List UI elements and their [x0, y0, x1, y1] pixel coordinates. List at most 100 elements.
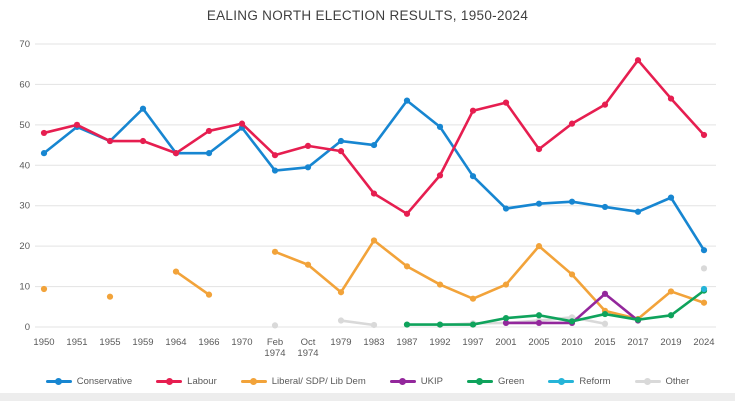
- series-reform: [700, 285, 708, 293]
- data-point-labour-2019: [667, 95, 675, 102]
- data-point-ukip-2005: [535, 319, 543, 327]
- legend-label: Green: [497, 375, 525, 387]
- data-point-labour-1951: [73, 121, 81, 128]
- legend-item-labour: Labour: [156, 376, 217, 387]
- data-point-conservative-1959: [139, 105, 147, 112]
- series-line-liberal-sdp-lib-dem: [273, 239, 706, 321]
- data-point-other-feb-1974: [271, 322, 279, 329]
- legend-marker-icon: [45, 377, 72, 386]
- x-tick-label-2017: 2017: [627, 337, 648, 348]
- data-point-labour-1992: [436, 172, 444, 179]
- legend-marker-icon: [156, 377, 183, 386]
- x-tick-label-2019: 2019: [660, 337, 681, 348]
- data-point-other-1979: [337, 317, 345, 324]
- x-tick-label-1987: 1987: [396, 337, 417, 348]
- data-point-labour-2010: [568, 120, 576, 127]
- data-point-labour-1983: [370, 190, 378, 197]
- data-point-liberal-sdp-lib-dem-1997: [469, 295, 477, 302]
- data-point-labour-1959: [139, 137, 147, 145]
- x-tick-label-1983: 1983: [363, 337, 384, 348]
- data-point-green-2015: [601, 310, 609, 318]
- data-point-liberal-sdp-lib-dem-feb-1974: [271, 248, 279, 255]
- data-point-conservative-1966: [205, 150, 213, 157]
- legend-label: Other: [665, 375, 690, 387]
- legend-item-green: Green: [466, 375, 525, 387]
- data-point-conservative-1979: [337, 137, 345, 145]
- data-point-green-2010: [568, 318, 576, 325]
- x-tick-label-1950: 1950: [33, 337, 54, 348]
- legend-item-other: Other: [634, 375, 690, 387]
- legend-label: UKIP: [420, 375, 443, 387]
- data-point-labour-1955: [106, 137, 114, 145]
- legend-label: Labour: [187, 375, 217, 387]
- x-tick-label-1970: 1970: [231, 337, 252, 348]
- data-point-labour-1997: [469, 107, 477, 114]
- data-point-conservative-oct-1974: [304, 164, 312, 171]
- y-tick-label-50: 50: [19, 120, 30, 131]
- y-tick-label-40: 40: [19, 160, 30, 171]
- x-tick-label-1959: 1959: [132, 337, 153, 348]
- legend-item-conservative: Conservative: [45, 376, 132, 387]
- legend-item-reform: Reform: [548, 375, 611, 387]
- data-point-liberal-sdp-lib-dem-1992: [436, 281, 444, 288]
- data-point-liberal-sdp-lib-dem-1979: [337, 289, 345, 296]
- x-tick-label-oct-1974: Oct 1974: [297, 337, 318, 359]
- data-point-liberal-sdp-lib-dem-1955: [106, 293, 114, 300]
- y-tick-label-20: 20: [19, 241, 30, 252]
- data-point-labour-feb-1974: [271, 152, 279, 159]
- legend-marker-icon: [634, 377, 661, 386]
- data-point-ukip-2001: [502, 319, 510, 327]
- x-tick-label-2024: 2024: [693, 337, 714, 348]
- chart-title: EALING NORTH ELECTION RESULTS, 1950-2024: [206, 8, 529, 23]
- series-line-conservative: [42, 99, 706, 252]
- data-point-conservative-1987: [403, 97, 411, 104]
- series-liberal-sdp-lib-dem: [40, 237, 708, 323]
- data-point-labour-1987: [403, 210, 411, 217]
- y-tick-label-0: 0: [25, 322, 30, 333]
- y-tick-label-30: 30: [19, 201, 30, 212]
- series-line-liberal-sdp-lib-dem: [174, 270, 211, 296]
- data-point-labour-oct-1974: [304, 142, 312, 149]
- x-tick-label-feb-1974: Feb 1974: [264, 337, 285, 359]
- x-tick-label-1997: 1997: [462, 337, 483, 348]
- data-point-labour-1964: [172, 150, 180, 157]
- data-point-labour-2015: [601, 101, 609, 108]
- data-point-labour-2001: [502, 99, 510, 106]
- data-point-conservative-1950: [40, 150, 48, 157]
- data-point-labour-1966: [205, 127, 213, 135]
- legend-label: Reform: [579, 375, 611, 387]
- x-tick-label-2015: 2015: [594, 337, 615, 348]
- data-point-conservative-feb-1974: [271, 167, 279, 174]
- legend-label: Liberal/ SDP/ Lib Dem: [271, 375, 366, 387]
- data-point-other-2015: [601, 320, 609, 327]
- data-point-reform-2024: [700, 285, 708, 293]
- data-point-labour-1979: [337, 148, 345, 155]
- data-point-labour-1970: [238, 120, 246, 127]
- y-tick-label-70: 70: [19, 39, 30, 50]
- data-point-conservative-2015: [601, 203, 609, 211]
- data-point-green-1997: [469, 321, 477, 328]
- data-point-conservative-2005: [535, 200, 543, 207]
- data-point-conservative-2017: [634, 208, 642, 215]
- data-point-liberal-sdp-lib-dem-1950: [40, 285, 48, 293]
- data-point-labour-2005: [535, 146, 543, 153]
- data-point-green-2001: [502, 315, 510, 322]
- x-tick-label-1951: 1951: [66, 337, 87, 348]
- y-tick-label-10: 10: [19, 282, 30, 293]
- x-tick-label-1979: 1979: [330, 337, 351, 348]
- x-tick-label-2005: 2005: [528, 337, 549, 348]
- data-point-liberal-sdp-lib-dem-1964: [172, 268, 180, 275]
- x-tick-label-1992: 1992: [429, 337, 450, 348]
- data-point-liberal-sdp-lib-dem-1983: [370, 237, 378, 244]
- data-point-liberal-sdp-lib-dem-2005: [535, 243, 543, 250]
- y-tick-label-60: 60: [19, 79, 30, 90]
- data-point-liberal-sdp-lib-dem-1987: [403, 263, 411, 270]
- x-tick-label-2001: 2001: [495, 337, 516, 348]
- data-point-conservative-1983: [370, 141, 378, 149]
- data-point-green-2005: [535, 312, 543, 319]
- x-tick-label-1955: 1955: [99, 337, 120, 348]
- window-bottom-strip: [0, 393, 735, 401]
- data-point-green-1992: [436, 321, 444, 328]
- data-point-labour-2017: [634, 57, 642, 64]
